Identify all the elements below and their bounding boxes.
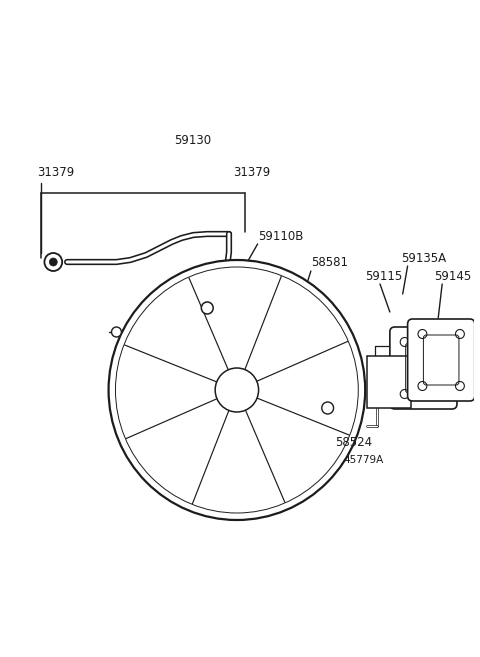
Circle shape bbox=[456, 330, 464, 338]
Circle shape bbox=[456, 382, 464, 390]
Circle shape bbox=[418, 330, 427, 338]
Circle shape bbox=[438, 390, 446, 399]
Circle shape bbox=[418, 382, 427, 390]
Circle shape bbox=[111, 327, 121, 337]
Text: 59145: 59145 bbox=[434, 269, 471, 283]
Text: 58581: 58581 bbox=[311, 256, 348, 269]
FancyBboxPatch shape bbox=[408, 319, 475, 401]
Circle shape bbox=[201, 302, 213, 314]
Circle shape bbox=[400, 390, 409, 399]
Circle shape bbox=[45, 253, 62, 271]
Text: 59110B: 59110B bbox=[259, 229, 304, 242]
Circle shape bbox=[322, 402, 334, 414]
Circle shape bbox=[425, 371, 439, 385]
FancyBboxPatch shape bbox=[367, 356, 410, 408]
Text: 58524: 58524 bbox=[336, 436, 372, 449]
Circle shape bbox=[438, 338, 446, 346]
Circle shape bbox=[400, 338, 409, 346]
Circle shape bbox=[108, 260, 365, 520]
Text: 59135A: 59135A bbox=[401, 252, 446, 265]
FancyBboxPatch shape bbox=[390, 327, 457, 409]
Text: 31379: 31379 bbox=[37, 166, 75, 179]
Text: 31379: 31379 bbox=[233, 166, 270, 179]
Text: 59115: 59115 bbox=[365, 269, 402, 283]
Text: 45779A: 45779A bbox=[344, 455, 384, 465]
Text: 59130: 59130 bbox=[174, 133, 211, 147]
Circle shape bbox=[49, 258, 57, 266]
Circle shape bbox=[215, 368, 259, 412]
